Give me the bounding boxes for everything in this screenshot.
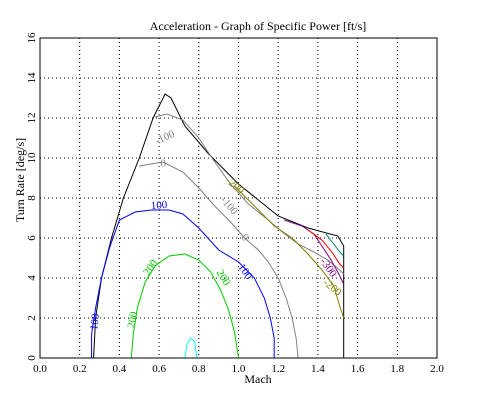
x-tick-label: 0.2 — [73, 363, 87, 375]
x-tick-label: 0.8 — [192, 363, 206, 375]
y-tick-label: 14 — [26, 72, 38, 84]
contour-line — [325, 233, 345, 257]
y-tick-label: 8 — [26, 195, 38, 201]
x-axis-label: Mach — [244, 372, 271, 386]
contour-label: 0 — [160, 158, 166, 170]
grid-lines — [40, 38, 437, 358]
contour-line — [139, 161, 299, 359]
contour-line — [307, 229, 345, 269]
x-tick-label: 1.2 — [271, 363, 285, 375]
contour-line — [91, 209, 275, 358]
x-tick-label: 1.4 — [311, 363, 325, 375]
contour-label: 100 — [88, 312, 102, 331]
y-tick-label: 10 — [26, 152, 38, 164]
x-tick-label: 1.0 — [232, 363, 246, 375]
contour-line — [154, 113, 345, 275]
contour-lines — [91, 93, 345, 359]
y-tick-label: 6 — [26, 235, 38, 241]
x-tick-label: 0.0 — [33, 363, 47, 375]
x-tick-label: 0.4 — [113, 363, 127, 375]
y-axis-label: Turn Rate [deg/s] — [13, 138, 27, 222]
x-tick-label: 1.8 — [390, 363, 404, 375]
y-tick-label: 4 — [26, 275, 38, 281]
contour-line — [284, 219, 345, 285]
tick-labels: 0.0 0.2 0.4 0.6 0.8 1.0 1.2 1.4 1.6 1.8 2.0 0 2 4 6 8 10… — [26, 32, 444, 375]
y-tick-label: 12 — [26, 113, 38, 124]
y-tick-label: 16 — [26, 32, 38, 44]
contour-label: 200 — [125, 310, 140, 329]
y-tick-label: 0 — [26, 355, 38, 361]
plot-frame — [39, 37, 438, 359]
contour-line — [234, 185, 345, 319]
x-tick-label: 1.6 — [351, 363, 365, 375]
x-tick-label: 2.0 — [430, 363, 444, 375]
chart-title: Acceleration - Graph of Specific Power [… — [150, 19, 367, 33]
contour-line — [184, 337, 198, 359]
y-tick-label: 2 — [26, 315, 38, 321]
contour-label: 100 — [150, 199, 168, 212]
x-tick-label: 0.6 — [152, 363, 166, 375]
contour-line — [130, 253, 239, 359]
